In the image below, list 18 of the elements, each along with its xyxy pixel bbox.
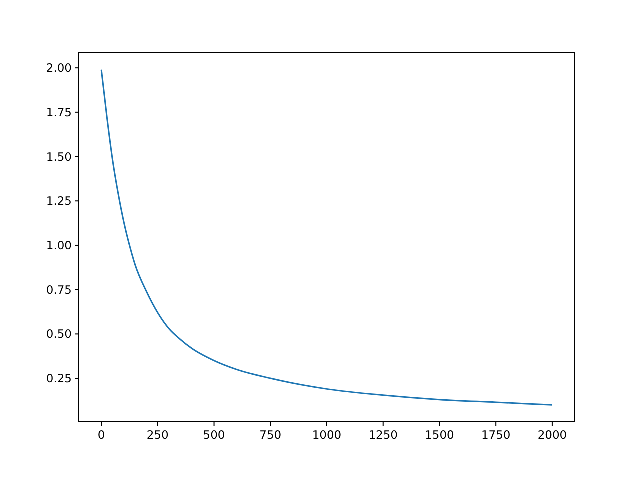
x-tick-label: 1750 — [481, 428, 511, 442]
y-tick-label: 1.50 — [46, 150, 72, 164]
x-tick-label: 0 — [98, 428, 106, 442]
y-tick-label: 0.50 — [46, 327, 72, 342]
x-tick-label: 500 — [203, 428, 226, 442]
x-tick-label: 1250 — [368, 428, 398, 442]
x-tick-label: 2000 — [538, 428, 568, 442]
y-tick-label: 1.75 — [46, 105, 72, 120]
y-tick-label: 2.00 — [46, 61, 72, 76]
x-tick-label: 1000 — [312, 428, 342, 442]
y-tick-label: 0.25 — [46, 372, 72, 386]
x-tick-label: 1500 — [425, 428, 454, 442]
x-tick-label: 250 — [146, 428, 169, 442]
y-tick-label: 0.75 — [46, 282, 72, 297]
y-tick-label: 1.25 — [46, 194, 72, 208]
y-tick-label: 1.00 — [46, 238, 72, 253]
line-series — [100, 69, 554, 406]
x-tick-label: 750 — [260, 428, 282, 442]
